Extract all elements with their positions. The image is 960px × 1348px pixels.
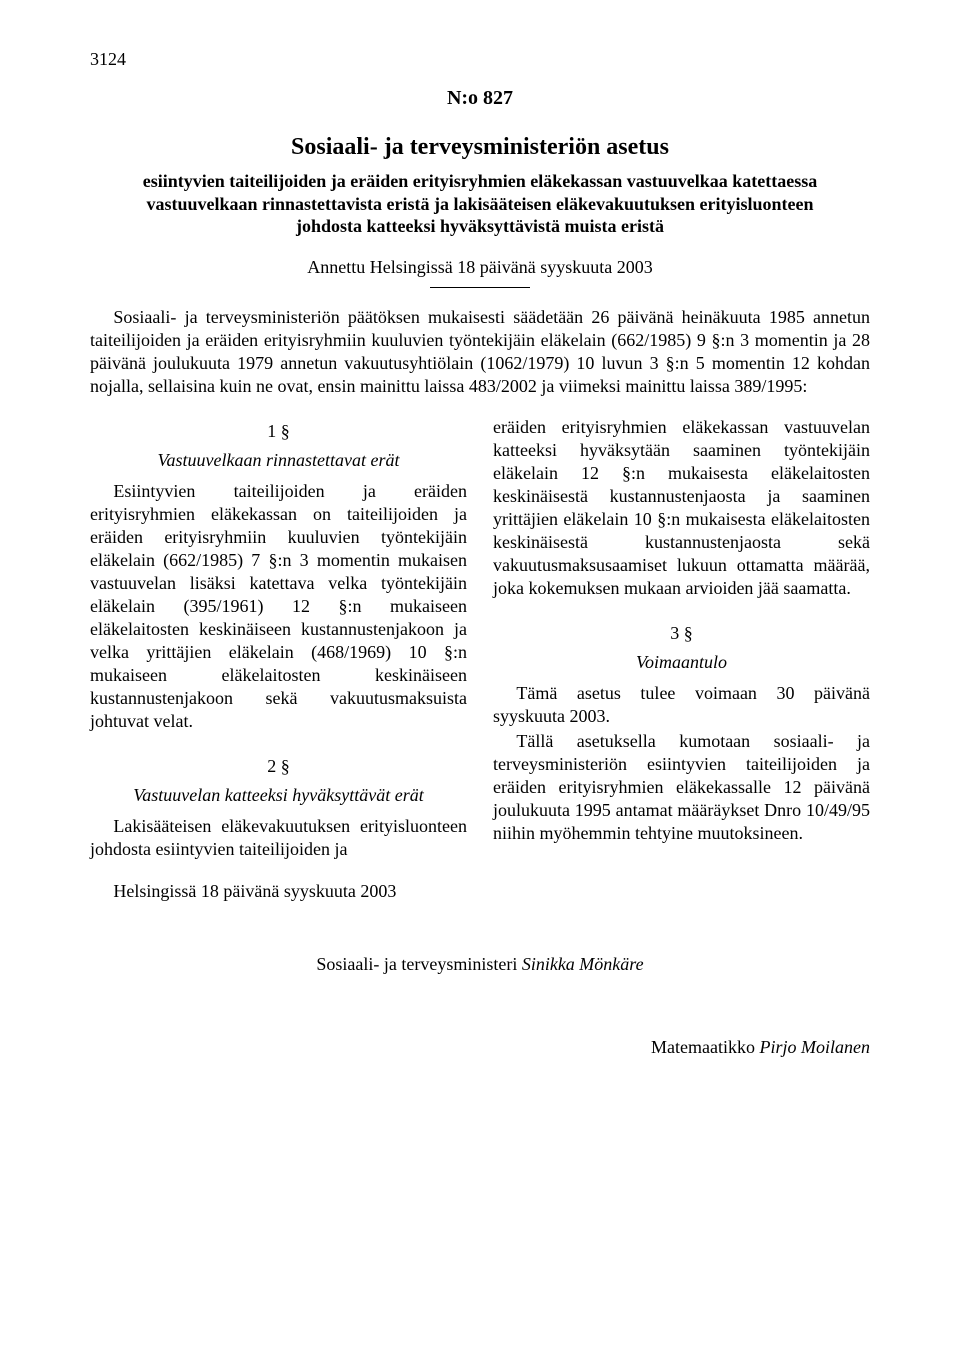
- page-number: 3124: [90, 48, 126, 71]
- section-1-body: Esiintyvien taiteilijoiden ja eräiden er…: [90, 480, 467, 733]
- section-1-number: 1 §: [90, 420, 467, 443]
- section-2-body: Lakisääteisen eläkevakuutuksen erityislu…: [90, 815, 467, 861]
- left-column: 1 § Vastuuvelkaan rinnastettavat erät Es…: [90, 416, 467, 864]
- preamble: Sosiaali- ja terveysministeriön päätökse…: [90, 306, 870, 398]
- two-column-body: 1 § Vastuuvelkaan rinnastettavat erät Es…: [90, 416, 870, 864]
- section-1-title: Vastuuvelkaan rinnastettavat erät: [90, 449, 467, 472]
- section-2-title: Vastuuvelan katteeksi hyväksyttävät erät: [90, 784, 467, 807]
- minister-prefix: Sosiaali- ja terveysministeri: [316, 954, 521, 974]
- section-3-title: Voimaantulo: [493, 651, 870, 674]
- document-number: N:o 827: [90, 86, 870, 112]
- given-line: Annettu Helsingissä 18 päivänä syyskuuta…: [90, 256, 870, 279]
- minister-name: Sinikka Mönkäre: [522, 954, 644, 974]
- minister-line: Sosiaali- ja terveysministeri Sinikka Mö…: [90, 953, 870, 976]
- section-2-body-continued: eräiden erityisryhmien eläkekassan vastu…: [493, 416, 870, 600]
- section-3-number: 3 §: [493, 622, 870, 645]
- document-subtitle: esiintyvien taiteilijoiden ja eräiden er…: [120, 170, 840, 238]
- mathematician-line: Matemaatikko Pirjo Moilanen: [90, 1036, 870, 1059]
- section-3-p2: Tällä asetuksella kumotaan sosiaali- ja …: [493, 730, 870, 845]
- section-2-number: 2 §: [90, 755, 467, 778]
- mathematician-prefix: Matemaatikko: [651, 1037, 759, 1057]
- document-title: Sosiaali- ja terveysministeriön asetus: [90, 132, 870, 163]
- document-page: 3124 N:o 827 Sosiaali- ja terveysministe…: [0, 0, 960, 1348]
- mathematician-name: Pirjo Moilanen: [760, 1037, 871, 1057]
- section-3-p1: Tämä asetus tulee voimaan 30 päivänä syy…: [493, 682, 870, 728]
- closing-place: Helsingissä 18 päivänä syyskuuta 2003: [90, 880, 870, 903]
- divider: [430, 287, 530, 288]
- right-column: eräiden erityisryhmien eläkekassan vastu…: [493, 416, 870, 864]
